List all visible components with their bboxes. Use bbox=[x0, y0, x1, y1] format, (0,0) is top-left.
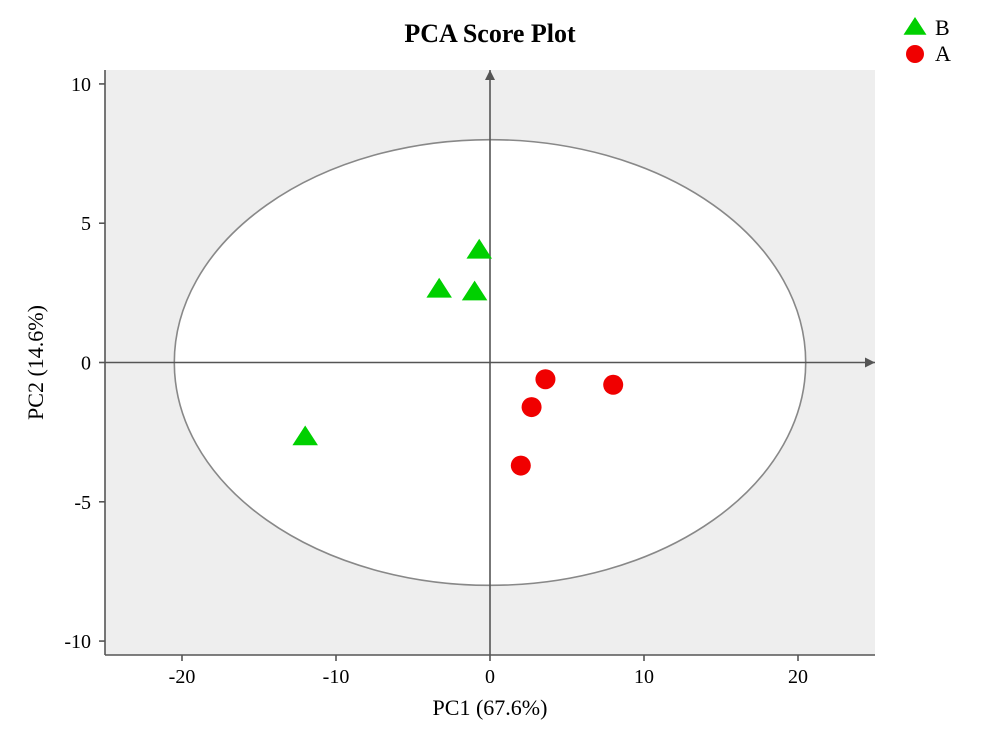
legend-label-B: B bbox=[935, 15, 950, 40]
legend-marker-B bbox=[904, 17, 927, 35]
y-axis-label: PC2 (14.6%) bbox=[23, 305, 48, 420]
x-tick-label: -20 bbox=[169, 666, 196, 688]
x-tick-label: 10 bbox=[634, 666, 654, 688]
x-tick-label: 0 bbox=[485, 666, 495, 688]
point-A bbox=[535, 369, 555, 389]
y-tick-label: -5 bbox=[74, 492, 91, 514]
chart-title: PCA Score Plot bbox=[404, 19, 576, 48]
x-axis-label: PC1 (67.6%) bbox=[433, 695, 548, 720]
point-A bbox=[603, 375, 623, 395]
legend-marker-A bbox=[906, 45, 924, 63]
y-tick-label: 0 bbox=[81, 353, 91, 375]
y-tick-label: 5 bbox=[81, 213, 91, 235]
point-A bbox=[522, 397, 542, 417]
y-tick-label: 10 bbox=[71, 74, 91, 96]
x-tick-label: 20 bbox=[788, 666, 808, 688]
legend-label-A: A bbox=[935, 41, 951, 66]
y-tick-label: -10 bbox=[64, 631, 91, 653]
x-tick-label: -10 bbox=[323, 666, 350, 688]
pca-score-plot: -20 -10 0 10 20 -10 -5 0 5 10 PCA Score Plot PC1 (6… bbox=[0, 0, 1000, 750]
point-A bbox=[511, 456, 531, 476]
